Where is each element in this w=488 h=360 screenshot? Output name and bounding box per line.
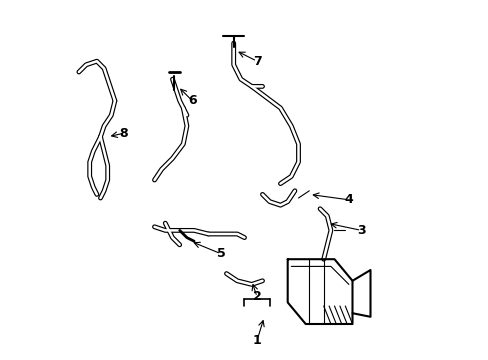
Text: 8: 8 — [120, 127, 128, 140]
Text: 7: 7 — [252, 55, 261, 68]
Text: 5: 5 — [216, 247, 225, 260]
Text: 6: 6 — [187, 94, 196, 107]
Text: 4: 4 — [344, 193, 352, 206]
Text: 2: 2 — [252, 291, 261, 303]
Text: 1: 1 — [252, 334, 261, 347]
Text: 3: 3 — [356, 224, 365, 237]
